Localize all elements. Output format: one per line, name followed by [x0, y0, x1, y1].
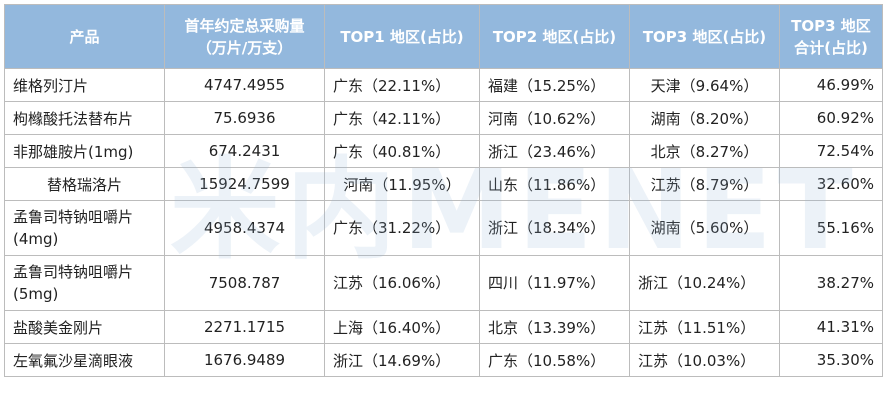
top2-cell: 福建（15.25%）	[479, 68, 630, 102]
top2-cell: 山东（11.86%）	[479, 167, 630, 201]
volume-cell: 1676.9489	[164, 343, 325, 377]
header-total-line2: 合计(占比)	[794, 38, 868, 57]
top2-cell: 四川（11.97%）	[479, 255, 630, 311]
total-cell: 55.16%	[779, 200, 883, 256]
total-cell: 41.31%	[779, 310, 883, 344]
table-row: 维格列汀片 4747.4955 广东（22.11%） 福建（15.25%） 天津…	[4, 68, 883, 102]
volume-cell: 15924.7599	[164, 167, 325, 201]
product-name: 孟鲁司特钠咀嚼片	[13, 263, 134, 281]
volume-cell: 4747.4955	[164, 68, 325, 102]
product-cell: 孟鲁司特钠咀嚼片 (5mg)	[4, 255, 165, 311]
total-cell: 60.92%	[779, 101, 883, 135]
table-row: 非那雄胺片(1mg) 674.2431 广东（40.81%） 浙江（23.46%…	[4, 134, 883, 168]
product-cell: 孟鲁司特钠咀嚼片 (4mg)	[4, 200, 165, 256]
top2-cell: 浙江（23.46%）	[479, 134, 630, 168]
product-cell: 非那雄胺片(1mg)	[4, 134, 165, 168]
header-product: 产品	[4, 4, 165, 69]
table-row: 盐酸美金刚片 2271.1715 上海（16.40%） 北京（13.39%） 江…	[4, 310, 883, 344]
top3-cell: 天津（9.64%）	[629, 68, 780, 102]
top1-cell: 广东（22.11%）	[324, 68, 480, 102]
product-cell: 维格列汀片	[4, 68, 165, 102]
product-name: 孟鲁司特钠咀嚼片	[13, 208, 134, 226]
top2-cell: 北京（13.39%）	[479, 310, 630, 344]
total-cell: 46.99%	[779, 68, 883, 102]
top1-cell: 广东（31.22%）	[324, 200, 480, 256]
product-spec: (5mg)	[13, 285, 59, 303]
top1-cell: 上海（16.40%）	[324, 310, 480, 344]
header-volume-line2: （万片/万支）	[196, 38, 293, 57]
table-header-row: 产品 首年约定总采购量 （万片/万支） TOP1 地区(占比) TOP2 地区(占…	[4, 4, 883, 69]
volume-cell: 674.2431	[164, 134, 325, 168]
top3-cell: 江苏（11.51%）	[629, 310, 780, 344]
total-cell: 32.60%	[779, 167, 883, 201]
volume-cell: 75.6936	[164, 101, 325, 135]
product-cell: 盐酸美金刚片	[4, 310, 165, 344]
table-row: 孟鲁司特钠咀嚼片 (5mg) 7508.787 江苏（16.06%） 四川（11.…	[4, 255, 883, 311]
volume-cell: 4958.4374	[164, 200, 325, 256]
top3-cell: 江苏（8.79%）	[629, 167, 780, 201]
top1-cell: 广东（40.81%）	[324, 134, 480, 168]
top3-cell: 浙江（10.24%）	[629, 255, 780, 311]
top3-cell: 湖南（8.20%）	[629, 101, 780, 135]
table-row: 孟鲁司特钠咀嚼片 (4mg) 4958.4374 广东（31.22%） 浙江（18…	[4, 200, 883, 256]
top3-cell: 湖南（5.60%）	[629, 200, 780, 256]
product-spec: (4mg)	[13, 230, 59, 248]
header-total-line1: TOP3 地区	[791, 16, 871, 35]
product-cell: 左氧氟沙星滴眼液	[4, 343, 165, 377]
top1-cell: 河南（11.95%）	[324, 167, 480, 201]
top3-cell: 北京（8.27%）	[629, 134, 780, 168]
header-top3: TOP3 地区(占比)	[629, 4, 780, 69]
volume-cell: 7508.787	[164, 255, 325, 311]
top2-cell: 广东（10.58%）	[479, 343, 630, 377]
product-cell: 枸橼酸托法替布片	[4, 101, 165, 135]
total-cell: 35.30%	[779, 343, 883, 377]
table-row: 枸橼酸托法替布片 75.6936 广东（42.11%） 河南（10.62%） 湖…	[4, 101, 883, 135]
table-row: 左氧氟沙星滴眼液 1676.9489 浙江（14.69%） 广东（10.58%）…	[4, 343, 883, 377]
top1-cell: 广东（42.11%）	[324, 101, 480, 135]
header-top2: TOP2 地区(占比)	[479, 4, 630, 69]
procurement-table: 产品 首年约定总采购量 （万片/万支） TOP1 地区(占比) TOP2 地区(占…	[4, 4, 883, 377]
top3-cell: 江苏（10.03%）	[629, 343, 780, 377]
total-cell: 72.54%	[779, 134, 883, 168]
volume-cell: 2271.1715	[164, 310, 325, 344]
header-volume: 首年约定总采购量 （万片/万支）	[164, 4, 325, 69]
header-top1: TOP1 地区(占比)	[324, 4, 480, 69]
product-cell: 替格瑞洛片	[4, 167, 165, 201]
top2-cell: 河南（10.62%）	[479, 101, 630, 135]
total-cell: 38.27%	[779, 255, 883, 311]
top1-cell: 江苏（16.06%）	[324, 255, 480, 311]
table-row: 替格瑞洛片 15924.7599 河南（11.95%） 山东（11.86%） 江…	[4, 167, 883, 201]
header-total: TOP3 地区 合计(占比)	[779, 4, 883, 69]
top2-cell: 浙江（18.34%）	[479, 200, 630, 256]
top1-cell: 浙江（14.69%）	[324, 343, 480, 377]
header-volume-line1: 首年约定总采购量	[184, 16, 305, 35]
